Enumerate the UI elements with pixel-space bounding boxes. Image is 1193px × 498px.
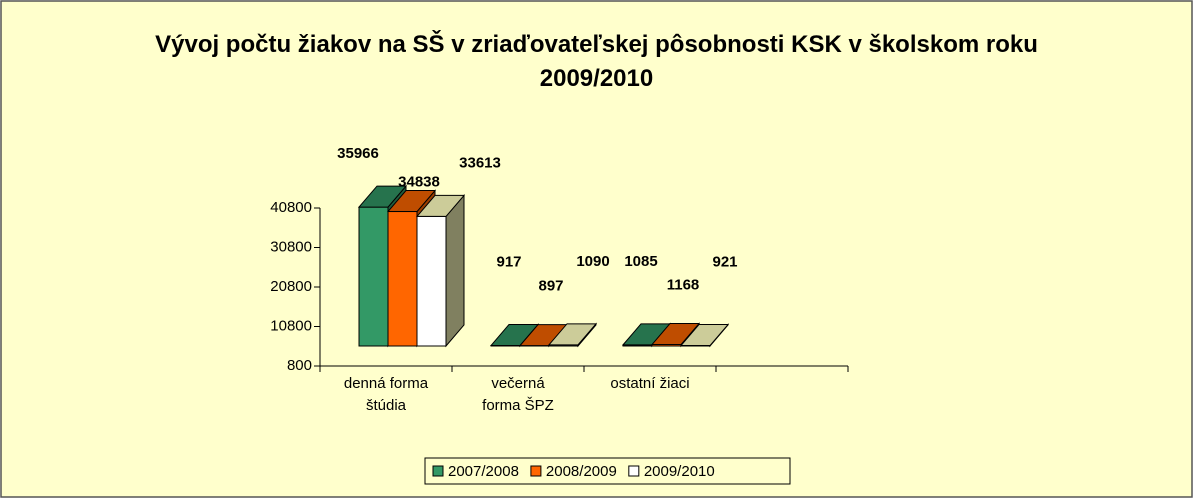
legend-box [424,457,791,485]
bar-top [415,194,466,217]
x-tick-label: denná forma štúdia [343,375,429,414]
bar-top [547,323,598,346]
y-tick-label: 10800 [270,317,312,334]
legend-label: 2009/2010 [644,463,715,480]
bar [387,211,418,347]
data-label: 34838 [398,174,440,191]
bar-top [650,323,701,346]
y-tick-label: 800 [287,357,312,374]
bar-top [357,185,408,208]
bar-side [445,194,465,348]
x-tick-label: večerná forma ŠPZ [482,375,554,414]
bar [416,215,447,347]
bar [358,206,389,347]
legend-swatch [432,465,444,477]
chart-title: Vývoj počtu žiakov na SŠ v zriaďovateľsk… [155,31,1038,92]
data-label: 897 [538,278,563,295]
legend-label: 2008/2009 [546,463,617,480]
data-label: 1168 [667,277,700,294]
data-label: 917 [496,254,521,271]
legend-swatch [530,465,542,477]
legend-swatch [628,465,640,477]
data-label: 921 [712,253,737,270]
x-tick-label: ostatní žiaci [610,375,690,392]
data-label: 1090 [576,253,609,270]
legend-label: 2007/2008 [448,463,519,480]
y-tick-label: 30800 [270,238,312,255]
data-label: 35966 [337,145,379,162]
data-label: 33613 [459,154,501,171]
y-tick-label: 40800 [270,199,312,216]
bar-top [386,190,437,213]
data-label: 1085 [624,253,657,270]
y-tick-label: 20800 [270,278,312,295]
bar-top [679,324,730,347]
